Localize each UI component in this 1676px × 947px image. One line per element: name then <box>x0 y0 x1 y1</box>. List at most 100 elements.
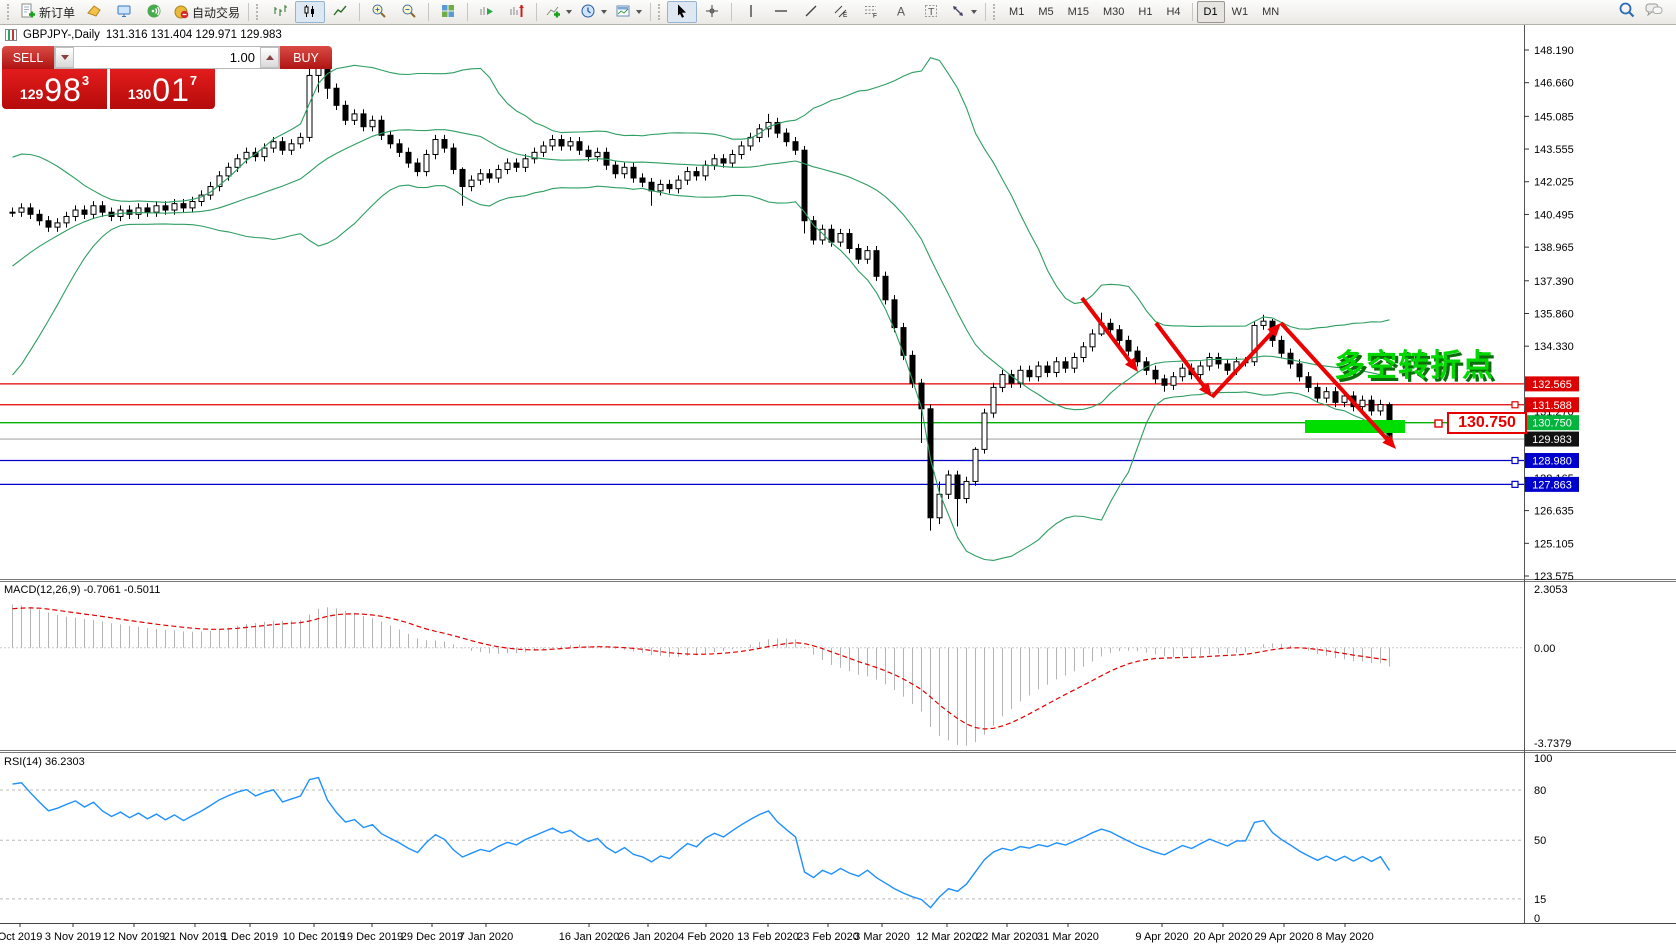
fibonacci-button[interactable]: F <box>856 1 886 23</box>
svg-text:16 Jan 2020: 16 Jan 2020 <box>559 931 620 943</box>
toolbar-drag-handle[interactable] <box>7 4 13 20</box>
tile-windows-icon <box>440 3 456 22</box>
text-label-icon: T <box>923 3 939 22</box>
toolbar-drag-handle[interactable] <box>658 4 664 20</box>
svg-text:50: 50 <box>1534 835 1546 847</box>
arrows-dropdown-caret[interactable] <box>971 10 978 14</box>
indicators-icon <box>545 3 561 22</box>
search-icon[interactable] <box>1618 1 1636 24</box>
toolbar-drag-handle[interactable] <box>256 4 262 20</box>
svg-text:123.575: 123.575 <box>1534 571 1574 583</box>
svg-text:1 Dec 2019: 1 Dec 2019 <box>222 931 278 943</box>
horizontal-line-button[interactable] <box>766 1 796 23</box>
auto-trading-label: 自动交易 <box>192 5 241 20</box>
metaeditor-icon <box>86 3 102 22</box>
svg-text:21 Nov 2019: 21 Nov 2019 <box>164 931 226 943</box>
price-level-label[interactable]: 130.750 <box>1447 412 1527 434</box>
zoom-in-icon <box>371 3 387 22</box>
chevron-up-icon <box>265 55 274 60</box>
timeframe-m1[interactable]: M1 <box>1009 6 1025 18</box>
buy-price-big: 01 <box>152 72 190 108</box>
cursor-button[interactable] <box>667 1 698 23</box>
volume-increase-button[interactable] <box>260 47 279 68</box>
timeframe-m15[interactable]: M15 <box>1067 6 1089 18</box>
svg-text:4 Feb 2020: 4 Feb 2020 <box>678 931 734 943</box>
metaeditor-button[interactable] <box>79 1 109 23</box>
new-order-icon <box>20 3 36 22</box>
svg-text:145.085: 145.085 <box>1534 111 1574 123</box>
bar-chart-button[interactable] <box>265 1 295 23</box>
rsi-name: RSI(14) <box>4 756 42 768</box>
zoom-out-icon <box>401 3 417 22</box>
turning-point-annotation[interactable]: 多空转折点 <box>1334 348 1494 383</box>
svg-text:127.863: 127.863 <box>1532 479 1572 491</box>
buy-button[interactable]: BUY <box>280 46 332 69</box>
timeframe-mn[interactable]: MN <box>1262 6 1280 18</box>
sell-price-pipette: 3 <box>81 73 90 88</box>
equidistant-channel-button[interactable]: E <box>826 1 856 23</box>
zoom-out-button[interactable] <box>394 1 424 23</box>
chart-shift-button[interactable] <box>502 1 532 23</box>
buy-price-box[interactable]: 130 01 7 <box>110 69 215 109</box>
macd-values: -0.7061 -0.5011 <box>83 584 161 596</box>
trendline-icon <box>803 3 819 22</box>
templates-dropdown-caret[interactable] <box>636 10 643 14</box>
indicators-button[interactable] <box>541 1 576 23</box>
sell-button[interactable]: SELL <box>2 46 54 69</box>
line-chart-button[interactable] <box>325 1 355 23</box>
chevron-down-icon <box>60 55 69 60</box>
arrows-button[interactable] <box>946 1 981 23</box>
periods-dropdown-caret[interactable] <box>601 10 608 14</box>
one-click-trade-panel: SELL BUY 129 98 3 130 01 7 <box>2 46 332 109</box>
svg-text:20 Apr 2020: 20 Apr 2020 <box>1193 931 1252 943</box>
svg-text:140.495: 140.495 <box>1534 209 1574 221</box>
text-button[interactable]: A <box>886 1 916 23</box>
candlestick-chart-button[interactable] <box>295 1 326 23</box>
svg-text:12 Mar 2020: 12 Mar 2020 <box>916 931 978 943</box>
toolbar-drag-handle[interactable] <box>993 4 999 20</box>
timeframe-h4[interactable]: H4 <box>1166 6 1181 18</box>
signals-button[interactable] <box>139 1 169 23</box>
timeframe-m30[interactable]: M30 <box>1103 6 1125 18</box>
vertical-line-button[interactable] <box>736 1 766 23</box>
tile-windows-button[interactable] <box>433 1 463 23</box>
periods-button[interactable] <box>576 1 611 23</box>
auto-trading-button[interactable]: 自动交易 <box>169 1 244 23</box>
timeframe-h1[interactable]: H1 <box>1138 6 1153 18</box>
templates-button[interactable] <box>611 1 646 23</box>
zoom-in-button[interactable] <box>364 1 394 23</box>
svg-text:-3.7379: -3.7379 <box>1534 738 1571 750</box>
new-order-button[interactable]: 新订单 <box>16 1 79 23</box>
volume-decrease-button[interactable] <box>55 47 74 68</box>
sell-price-big: 98 <box>44 72 82 108</box>
arrows-icon <box>950 3 966 22</box>
templates-icon <box>615 3 631 22</box>
virtual-hosting-button[interactable] <box>109 1 139 23</box>
text-icon: A <box>893 3 909 22</box>
chart-shift-icon <box>509 3 525 22</box>
volume-stepper <box>54 46 280 69</box>
candlestick-chart-icon <box>302 3 318 22</box>
chart-workspace: 148.190 146.660 145.085 143.555 142.025 140.4… <box>0 25 1676 947</box>
volume-input[interactable] <box>74 47 260 68</box>
svg-text:134.330: 134.330 <box>1534 341 1574 353</box>
timeframe-w1[interactable]: W1 <box>1231 6 1249 18</box>
chat-icon[interactable] <box>1644 1 1664 24</box>
svg-text:8 May 2020: 8 May 2020 <box>1316 931 1373 943</box>
indicators-dropdown-caret[interactable] <box>566 10 573 14</box>
svg-text:135.860: 135.860 <box>1534 308 1574 320</box>
trendline-button[interactable] <box>796 1 826 23</box>
sell-price-prefix: 129 <box>19 86 44 102</box>
timeframe-m5[interactable]: M5 <box>1038 6 1054 18</box>
svg-text:3 Mar 2020: 3 Mar 2020 <box>854 931 910 943</box>
svg-text:130.750: 130.750 <box>1532 418 1572 430</box>
sell-price-box[interactable]: 129 98 3 <box>2 69 107 109</box>
cursor-icon <box>674 3 690 22</box>
auto-scroll-icon <box>479 3 495 22</box>
auto-scroll-button[interactable] <box>472 1 502 23</box>
text-label-button[interactable]: T <box>916 1 946 23</box>
crosshair-button[interactable] <box>697 1 727 23</box>
timeframe-d1[interactable]: D1 <box>1196 1 1225 23</box>
chart-area[interactable]: 148.190 146.660 145.085 143.555 142.025 140.4… <box>0 25 1676 947</box>
svg-text:2.3053: 2.3053 <box>1534 584 1568 596</box>
